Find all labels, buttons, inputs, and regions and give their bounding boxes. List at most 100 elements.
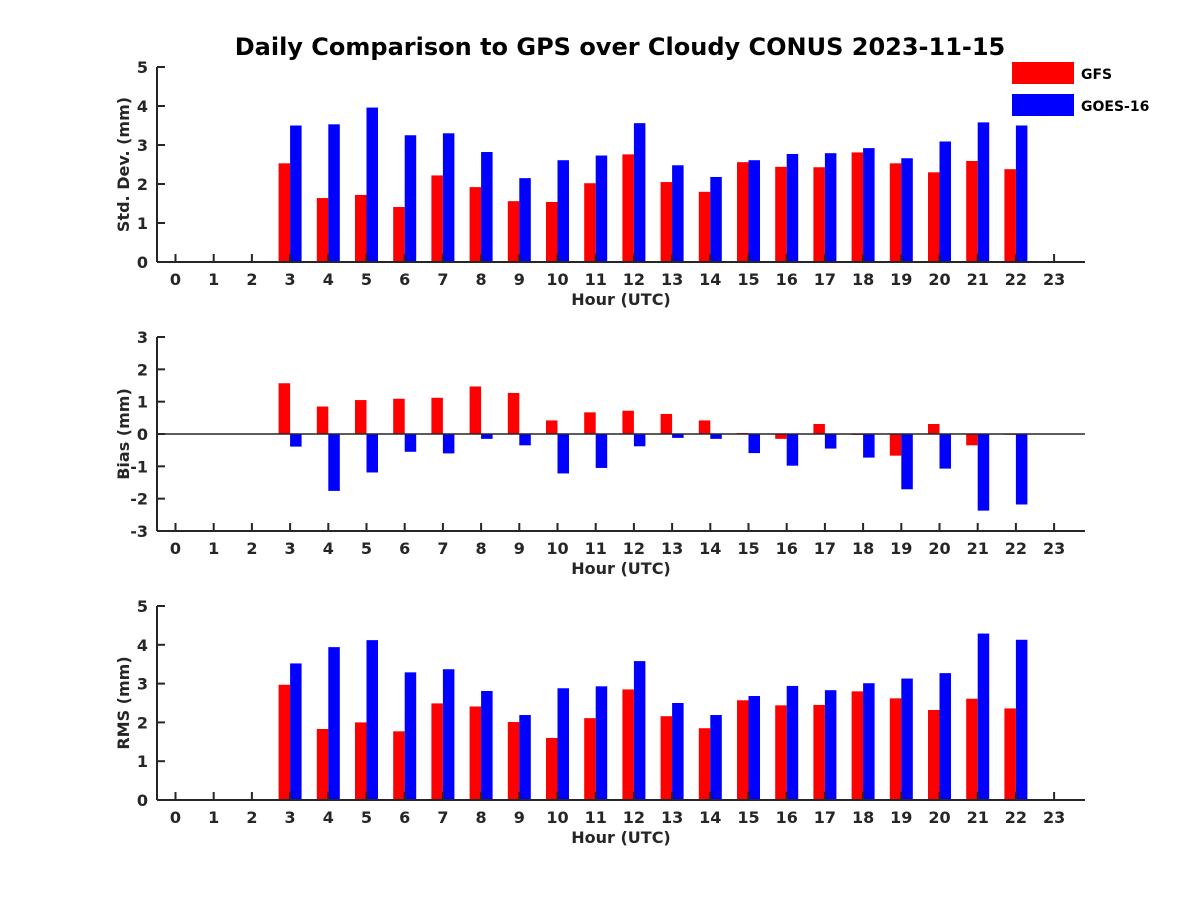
bar-std-dev-goes-16-13 xyxy=(672,165,684,262)
x-tick-label: 1 xyxy=(208,539,219,558)
bar-rms-gfs-6 xyxy=(393,731,405,800)
x-tick-label: 10 xyxy=(546,808,568,827)
bar-bias-gfs-13 xyxy=(660,413,673,434)
bar-rms-gfs-16 xyxy=(775,705,787,800)
x-tick-label: 22 xyxy=(1005,808,1027,827)
x-tick-label: 20 xyxy=(928,539,950,558)
bar-std-dev-gfs-10 xyxy=(546,201,558,262)
bar-bias-goes-16-19 xyxy=(901,434,913,490)
bar-bias-gfs-3 xyxy=(278,383,291,434)
bar-std-dev-goes-16-19 xyxy=(901,158,913,262)
bar-std-dev-goes-16-14 xyxy=(710,176,722,262)
bar-std-dev-goes-16-11 xyxy=(595,155,608,262)
bar-std-dev-goes-16-5 xyxy=(366,107,378,262)
x-tick-label: 3 xyxy=(285,539,296,558)
x-axis-label: Hour (UTC) xyxy=(571,290,671,309)
bar-std-dev-goes-16-9 xyxy=(519,178,531,262)
x-tick-label: 21 xyxy=(967,808,989,827)
x-tick-label: 18 xyxy=(852,270,874,289)
x-tick-label: 23 xyxy=(1043,270,1065,289)
bar-rms-gfs-7 xyxy=(431,703,443,800)
bar-bias-gfs-4 xyxy=(316,406,329,434)
bar-rms-goes-16-13 xyxy=(672,703,684,800)
bar-std-dev-gfs-16 xyxy=(775,166,787,262)
x-tick-label: 2 xyxy=(246,270,257,289)
bar-rms-goes-16-18 xyxy=(863,683,875,800)
bar-rms-gfs-3 xyxy=(278,684,291,800)
bar-rms-goes-16-11 xyxy=(595,686,608,800)
bar-std-dev-gfs-14 xyxy=(698,191,711,262)
bar-rms-goes-16-15 xyxy=(748,696,760,800)
y-tick-label: 2 xyxy=(137,360,148,379)
x-tick-label: 0 xyxy=(170,270,181,289)
bar-rms-goes-16-6 xyxy=(404,672,417,800)
bar-rms-goes-16-9 xyxy=(519,715,531,800)
bar-rms-gfs-19 xyxy=(889,698,902,800)
bar-bias-goes-16-20 xyxy=(939,434,951,469)
bar-rms-gfs-11 xyxy=(584,718,596,800)
bar-std-dev-goes-16-21 xyxy=(977,122,990,262)
x-tick-label: 7 xyxy=(437,270,448,289)
x-tick-label: 6 xyxy=(399,808,410,827)
bar-std-dev-gfs-22 xyxy=(1004,169,1016,262)
y-tick-label: 1 xyxy=(137,393,148,412)
chart-title: Daily Comparison to GPS over Cloudy CONU… xyxy=(235,33,1006,61)
bar-bias-gfs-16 xyxy=(775,434,787,439)
bar-std-dev-goes-16-16 xyxy=(786,153,799,262)
bar-rms-gfs-9 xyxy=(507,722,520,800)
bar-rms-goes-16-19 xyxy=(901,678,913,800)
x-tick-label: 3 xyxy=(285,808,296,827)
y-tick-label: 3 xyxy=(137,328,148,347)
y-tick-label: 0 xyxy=(137,791,148,810)
bar-rms-gfs-20 xyxy=(928,709,940,800)
x-tick-label: 12 xyxy=(623,270,645,289)
bar-bias-goes-16-16 xyxy=(786,434,799,466)
x-tick-label: 10 xyxy=(546,270,568,289)
bar-bias-gfs-11 xyxy=(584,412,596,434)
y-tick-label: 5 xyxy=(137,58,148,77)
bar-std-dev-goes-16-15 xyxy=(748,160,760,262)
bar-std-dev-gfs-18 xyxy=(851,152,864,262)
x-tick-label: 11 xyxy=(585,808,607,827)
x-tick-label: 9 xyxy=(514,270,525,289)
legend-label-gfs: GFS xyxy=(1081,67,1112,83)
bar-bias-goes-16-15 xyxy=(748,434,760,454)
x-tick-label: 22 xyxy=(1005,539,1027,558)
y-tick-label: 3 xyxy=(137,675,148,694)
bar-bias-gfs-20 xyxy=(928,423,940,434)
y-tick-label: -1 xyxy=(130,457,148,476)
y-tick-label: 5 xyxy=(137,597,148,616)
x-tick-label: 22 xyxy=(1005,270,1027,289)
x-tick-label: 15 xyxy=(737,808,759,827)
bar-std-dev-gfs-5 xyxy=(355,194,367,262)
x-tick-label: 5 xyxy=(361,808,372,827)
x-tick-label: 18 xyxy=(852,539,874,558)
bar-bias-goes-16-22 xyxy=(1015,434,1028,505)
bar-std-dev-goes-16-22 xyxy=(1015,125,1028,262)
x-tick-label: 19 xyxy=(890,808,912,827)
x-tick-label: 19 xyxy=(890,270,912,289)
bar-rms-goes-16-22 xyxy=(1015,639,1028,800)
x-tick-label: 21 xyxy=(967,539,989,558)
x-tick-label: 1 xyxy=(208,808,219,827)
x-tick-label: 8 xyxy=(476,539,487,558)
bar-bias-gfs-14 xyxy=(698,420,711,434)
bar-rms-goes-16-3 xyxy=(290,663,302,800)
bar-std-dev-goes-16-10 xyxy=(557,160,569,262)
bar-bias-gfs-19 xyxy=(889,434,902,456)
bar-std-dev-goes-16-7 xyxy=(442,133,455,262)
bar-bias-gfs-12 xyxy=(622,410,634,434)
bar-rms-gfs-17 xyxy=(813,704,825,800)
x-tick-label: 7 xyxy=(437,539,448,558)
x-tick-label: 19 xyxy=(890,539,912,558)
bar-std-dev-goes-16-3 xyxy=(290,125,302,262)
x-tick-label: 21 xyxy=(967,270,989,289)
bar-rms-goes-16-17 xyxy=(824,690,837,800)
bar-std-dev-gfs-13 xyxy=(660,182,673,262)
bar-std-dev-gfs-11 xyxy=(584,183,596,262)
bar-std-dev-goes-16-20 xyxy=(939,141,951,262)
x-tick-label: 20 xyxy=(928,808,950,827)
y-axis-label: Bias (mm) xyxy=(114,388,133,480)
x-axis-label: Hour (UTC) xyxy=(571,828,671,847)
